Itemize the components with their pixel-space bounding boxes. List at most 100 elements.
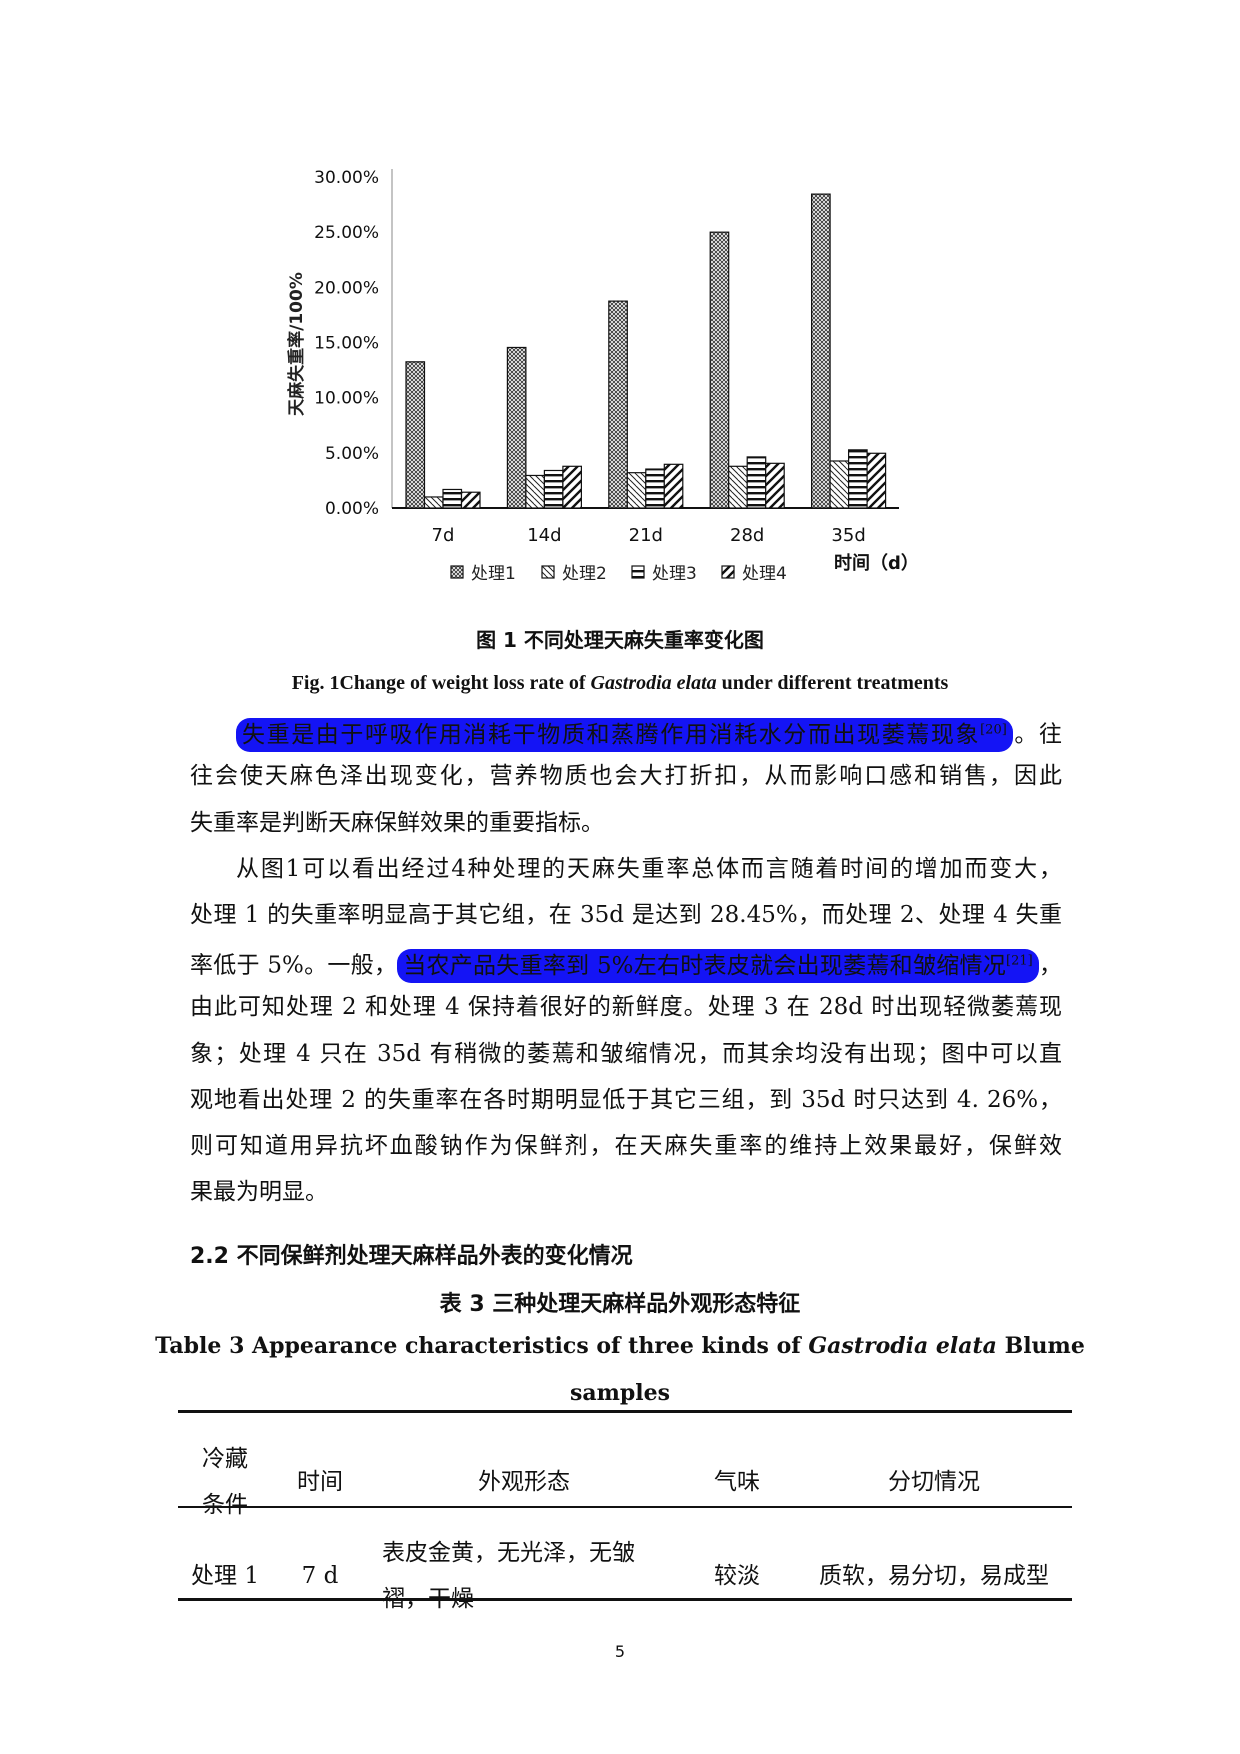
bar-处理2-14d xyxy=(525,474,546,509)
text-span: ， xyxy=(1039,953,1062,979)
bar-处理2-21d xyxy=(626,472,647,509)
legend-swatch xyxy=(631,565,645,579)
bar-处理3-35d xyxy=(847,449,868,509)
table-caption-en: Table 3 Appearance characteristics of th… xyxy=(0,1333,1240,1359)
table-header-cell: 外观形态 xyxy=(478,1469,570,1495)
bar-处理3-21d xyxy=(645,468,665,509)
legend-swatch xyxy=(541,565,555,579)
text-content: 从图1可以看出经过4种处理的天麻失重率总体而言随着时间的增加而变大， xyxy=(236,856,1062,882)
text-span: 由此可知处理 2 和处理 4 保持着很好的新鲜度。处理 3 在 28d 时出现轻… xyxy=(190,994,1062,1020)
bar-处理1-28d xyxy=(709,231,730,509)
page-number: 5 xyxy=(614,1642,626,1661)
text-span: 处理 1 的失重率明显高于其它组，在 35d 是达到 28.45%，而处理 2、… xyxy=(190,902,1062,928)
x-axis-label: 时间（d） xyxy=(834,553,919,574)
caption-species: Gastrodia elata xyxy=(808,1333,997,1359)
citation: [20] xyxy=(980,722,1007,737)
highlighted-text: 失重是由于呼吸作用消耗干物质和蒸腾作用消耗水分而出现萎蔫现象[20] xyxy=(236,717,1013,752)
bar-处理1-14d xyxy=(506,346,527,509)
text-content: 处理 1 的失重率明显高于其它组，在 35d 是达到 28.45%，而处理 2、… xyxy=(190,902,1062,928)
y-tick-label: 5.00% xyxy=(325,444,379,464)
y-tick-label: 30.00% xyxy=(314,168,379,188)
x-tick-label: 21d xyxy=(629,525,663,546)
y-tick-label: 25.00% xyxy=(314,223,379,243)
y-tick-label: 20.00% xyxy=(314,278,379,298)
bar-处理4-21d xyxy=(663,463,684,509)
text-line: 往会使天麻色泽出现变化，营养物质也会大打折扣，从而影响口感和销售，因此 xyxy=(190,756,1062,796)
caption-text: Table 3 Appearance characteristics of th… xyxy=(155,1333,809,1359)
legend-label: 处理1 xyxy=(471,564,516,584)
y-tick-label: 10.00% xyxy=(314,389,379,409)
table-bottom-rule xyxy=(178,1598,1072,1601)
bar-处理4-28d xyxy=(765,462,785,509)
bar-处理2-28d xyxy=(728,465,748,509)
citation: [21] xyxy=(1006,953,1033,968)
caption-text: under different treatments xyxy=(716,672,949,694)
highlighted-text: 当农产品失重率到 5%左右时表皮就会出现萎蔫和皱缩情况[21] xyxy=(397,948,1039,983)
legend-swatch xyxy=(721,565,735,579)
table-header-rule xyxy=(178,1506,1072,1508)
text-line: 率低于 5%。一般， 当农产品失重率到 5%左右时表皮就会出现萎蔫和皱缩情况[21… xyxy=(190,941,1062,983)
x-tick-label: 14d xyxy=(527,525,561,546)
table-caption-en-line2: samples xyxy=(569,1380,671,1406)
table-top-rule xyxy=(178,1410,1072,1413)
text-span: 往会使天麻色泽出现变化，营养物质也会大打折扣，从而影响口感和销售，因此 xyxy=(190,763,1062,789)
text-span: 失重率是判断天麻保鲜效果的重要指标。 xyxy=(190,810,604,836)
bar-处理1-35d xyxy=(810,193,831,509)
text-content: 则可知道用异抗坏血酸钠作为保鲜剂，在天麻失重率的维持上效果最好，保鲜效 xyxy=(190,1133,1062,1159)
text-line: 失重是由于呼吸作用消耗干物质和蒸腾作用消耗水分而出现萎蔫现象[20] 。往 xyxy=(236,710,1062,752)
text-line: 象；处理 4 只在 35d 有稍微的萎蔫和皱缩情况，而其余均没有出现；图中可以直 xyxy=(190,1034,1062,1074)
table-header-cell: 时间 xyxy=(297,1469,343,1495)
y-axis-label: 天麻失重率/100% xyxy=(286,272,307,416)
y-tick-label: 15.00% xyxy=(314,334,379,354)
bar-处理4-14d xyxy=(562,465,583,509)
text-content: 率低于 5%。一般， xyxy=(190,952,398,979)
text-line: 果最为明显。 xyxy=(190,1172,1062,1212)
caption-text: Blume xyxy=(996,1333,1085,1359)
table-cell: 质软，易分切，易成型 xyxy=(819,1563,1049,1589)
caption-species: Gastrodia elata xyxy=(590,672,717,694)
text-line: 则可知道用异抗坏血酸钠作为保鲜剂，在天麻失重率的维持上效果最好，保鲜效 xyxy=(190,1126,1062,1166)
text-span: 。往 xyxy=(1013,722,1062,748)
legend-label: 处理4 xyxy=(742,564,787,584)
table-header-cell: 气味 xyxy=(714,1469,760,1495)
text-line: 从图1可以看出经过4种处理的天麻失重率总体而言随着时间的增加而变大， xyxy=(236,849,1062,889)
text-content: 象；处理 4 只在 35d 有稍微的萎蔫和皱缩情况，而其余均没有出现；图中可以直 xyxy=(190,1041,1062,1067)
x-tick-label: 35d xyxy=(831,525,865,546)
text-span: 观地看出处理 2 的失重率在各时期明显低于其它三组，到 35d 时只达到 4. … xyxy=(190,1087,1062,1113)
bar-处理3-14d xyxy=(543,469,564,509)
section-heading: 2.2 不同保鲜剂处理天麻样品外表的变化情况 xyxy=(190,1244,633,1269)
bar-处理2-35d xyxy=(829,460,850,509)
table-header-cell: 分切情况 xyxy=(888,1469,980,1495)
table-cell: 表皮金黄，无光泽，无皱 褶，干燥 xyxy=(382,1540,635,1612)
text-content: 失重率是判断天麻保鲜效果的重要指标。 xyxy=(190,810,604,836)
figure-caption-en: Fig. 1Change of weight loss rate of Gast… xyxy=(0,672,1240,695)
x-tick-label: 28d xyxy=(730,525,764,546)
text-content: 当农产品失重率到 5%左右时表皮就会出现萎蔫和皱缩情况 xyxy=(403,952,1007,979)
table-cell: 7 d xyxy=(301,1563,339,1589)
bar-处理3-7d xyxy=(442,488,463,509)
legend-label: 处理2 xyxy=(562,564,607,584)
text-content: ， xyxy=(1038,952,1062,979)
text-line: 由此可知处理 2 和处理 4 保持着很好的新鲜度。处理 3 在 28d 时出现轻… xyxy=(190,987,1062,1027)
text-content: 由此可知处理 2 和处理 4 保持着很好的新鲜度。处理 3 在 28d 时出现轻… xyxy=(190,994,1062,1020)
bar-处理4-35d xyxy=(866,452,887,509)
table-header-cell: 冷藏 条件 xyxy=(202,1446,248,1518)
table-cell: 较淡 xyxy=(714,1563,760,1589)
bar-处理3-28d xyxy=(746,456,767,509)
text-content: 。往 xyxy=(1012,721,1063,748)
text-content: 果最为明显。 xyxy=(190,1179,328,1205)
text-content: 往会使天麻色泽出现变化，营养物质也会大打折扣，从而影响口感和销售，因此 xyxy=(190,763,1062,789)
figure-caption-cn: 图 1 不同处理天麻失重率变化图 xyxy=(476,628,764,652)
text-content: 观地看出处理 2 的失重率在各时期明显低于其它三组，到 35d 时只达到 4. … xyxy=(190,1087,1062,1113)
weight-loss-bar-chart: 0.00% 5.00% 10.00% 15.00% 20.00% 25.00% 30.00%… xyxy=(286,168,919,584)
bar-处理4-7d xyxy=(460,491,481,509)
x-tick-label: 7d xyxy=(432,525,455,546)
text-span: 从图1可以看出经过4种处理的天麻失重率总体而言随着时间的增加而变大， xyxy=(236,856,1062,882)
legend-label: 处理3 xyxy=(652,564,697,584)
text-line: 处理 1 的失重率明显高于其它组，在 35d 是达到 28.45%，而处理 2、… xyxy=(190,895,1062,935)
y-tick-label: 0.00% xyxy=(325,499,379,519)
text-span: 率低于 5%。一般， xyxy=(190,953,397,979)
text-line: 观地看出处理 2 的失重率在各时期明显低于其它三组，到 35d 时只达到 4. … xyxy=(190,1080,1062,1120)
text-span: 果最为明显。 xyxy=(190,1179,328,1205)
caption-text: Fig. 1Change of weight loss rate of xyxy=(291,672,591,694)
